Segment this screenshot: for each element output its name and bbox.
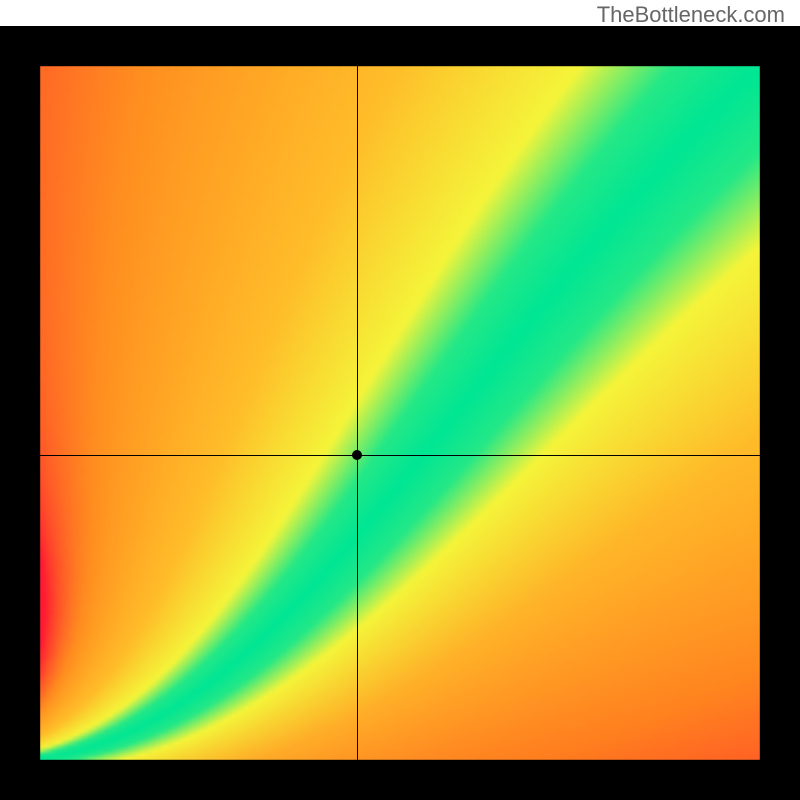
plot-area bbox=[40, 66, 760, 760]
plot-frame bbox=[0, 26, 800, 800]
crosshair-vertical bbox=[357, 66, 358, 760]
heatmap-canvas bbox=[40, 66, 760, 760]
crosshair-marker bbox=[352, 450, 362, 460]
crosshair-horizontal bbox=[40, 455, 760, 456]
watermark-text: TheBottleneck.com bbox=[597, 2, 785, 28]
chart-container: TheBottleneck.com bbox=[0, 0, 800, 800]
